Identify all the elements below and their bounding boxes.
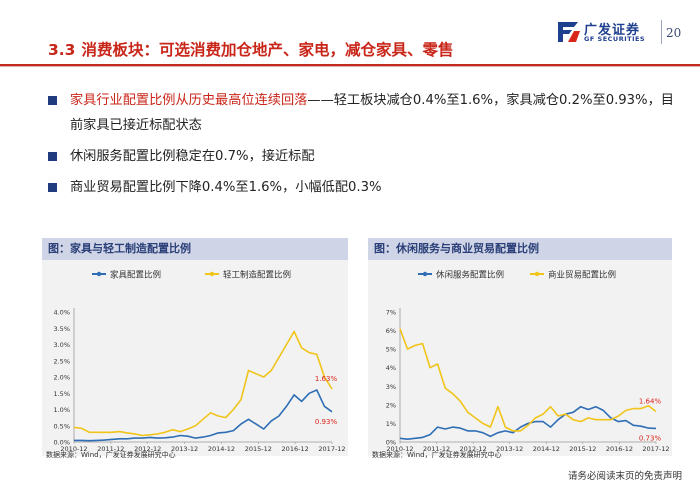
y-tick-label: 2% — [386, 401, 396, 409]
bullet-text: 商业贸易配置比例下降0.4%至1.6%，小幅低配0.3% — [70, 180, 382, 195]
x-tick-label: 2012-12 — [134, 445, 161, 453]
y-tick-label: 2.5% — [53, 357, 70, 365]
x-tick-label: 2010-12 — [386, 445, 413, 453]
y-tick-label: 3.5% — [53, 325, 70, 333]
page-number: 20 — [666, 26, 682, 40]
legend-label: 休闲服务配置比例 — [436, 270, 504, 281]
y-tick-label: 6% — [386, 327, 396, 335]
chart-panel-furniture: 图：家具与轻工制造配置比例 家具配置比例 轻工制造配置比例 0.0% 0.5% 1.0%… — [42, 238, 348, 456]
x-tick-label: 2012-12 — [460, 445, 487, 453]
x-tick-label: 2011-12 — [423, 445, 450, 453]
series-line — [399, 328, 657, 432]
y-tick-label: 4.0% — [53, 309, 70, 317]
header-rule-light — [0, 66, 700, 67]
legend-label: 家具配置比例 — [110, 270, 161, 281]
slide-header: 3.3 消费板块：可选消费加仓地产、家电，减仓家具、零售 广发证券 GF SECU… — [0, 0, 700, 70]
x-tick-label: 2016-12 — [606, 445, 633, 453]
series-line — [399, 405, 657, 440]
x-tick-label: 2015-12 — [569, 445, 596, 453]
y-tick-label: 1.0% — [53, 406, 70, 414]
y-tick-label: 5% — [386, 346, 396, 354]
chart-source: 数据来源：Wind，广发证券发展研究中心 — [46, 451, 176, 459]
y-tick-label: 3% — [386, 383, 396, 391]
header-rule — [0, 64, 700, 66]
y-tick-label: 7% — [386, 309, 396, 317]
x-tick-label: 2017-12 — [318, 445, 345, 453]
bullet-item: 家具行业配置比例从历史最高位连续回落——轻工板块减仓0.4%至1.6%，家具减仓… — [48, 88, 678, 138]
y-tick-label: 0.0% — [53, 439, 70, 447]
section-number: 3.3 — [48, 41, 76, 59]
slide-title: 3.3 消费板块：可选消费加仓地产、家电，减仓家具、零售 — [48, 38, 453, 60]
chart-title: 图：家具与轻工制造配置比例 — [42, 238, 348, 260]
bullet-square-icon — [48, 96, 57, 105]
logo-text-cn: 广发证券 — [584, 23, 641, 38]
disclaimer-footer: 请务必阅读末页的免责声明 — [567, 471, 682, 482]
bullet-text: ——轻工板块减仓0.4%至1.6%，家具减仓0.2%至0.93%，目前家具已接近… — [70, 93, 674, 133]
x-tick-label: 2014-12 — [208, 445, 235, 453]
x-tick-label: 2011-12 — [97, 445, 124, 453]
y-tick-label: 4% — [386, 364, 396, 372]
y-tick-label: 2.0% — [53, 374, 70, 382]
y-tick-label: 3.0% — [53, 341, 70, 349]
chart-furniture-light-industry: 家具配置比例 轻工制造配置比例 0.0% 0.5% 1.0% 1.5% 2.0% 2.5% 3.… — [53, 270, 345, 454]
bullet-square-icon — [48, 152, 57, 161]
bullet-highlight: 家具行业配置比例从历史最高位连续回落 — [70, 93, 308, 108]
x-tick-label: 2010-12 — [60, 445, 87, 453]
chart-panel-leisure: 图：休闲服务与商业贸易配置比例 休闲服务配置比例 商业贸易配置比例 0% 1% 2% 3%… — [368, 238, 672, 456]
x-tick-label: 2013-12 — [171, 445, 198, 453]
y-tick-label: 1.5% — [53, 390, 70, 398]
x-tick-label: 2017-12 — [642, 445, 669, 453]
legend-marker — [534, 271, 540, 277]
chart-title: 图：休闲服务与商业贸易配置比例 — [368, 238, 672, 260]
legend-marker — [96, 271, 102, 277]
x-tick-label: 2016-12 — [282, 445, 309, 453]
logo-text-en: GF SECURITIES — [584, 35, 646, 43]
company-logo: 广发证券 GF SECURITIES — [554, 18, 658, 48]
title-text: 消费板块：可选消费加仓地产、家电，减仓家具、零售 — [81, 41, 454, 59]
series-line — [74, 389, 333, 442]
legend-marker — [422, 271, 428, 277]
x-tick-label: 2013-12 — [496, 445, 523, 453]
bullet-list: 家具行业配置比例从历史最高位连续回落——轻工板块减仓0.4%至1.6%，家具减仓… — [48, 88, 678, 200]
header-divider — [661, 20, 662, 44]
gf-logo-icon — [558, 22, 580, 42]
legend-label: 轻工制造配置比例 — [223, 270, 291, 281]
chart-leisure-commerce: 休闲服务配置比例 商业贸易配置比例 0% 1% 2% 3% 4% 5% 6% 7% 2010-12 2… — [386, 270, 670, 454]
x-tick-label: 2015-12 — [245, 445, 272, 453]
y-tick-label: 0.5% — [53, 422, 70, 430]
y-tick-label: 0% — [386, 439, 396, 447]
x-tick-label: 2014-12 — [533, 445, 560, 453]
end-value-label: 1.64% — [639, 398, 662, 406]
end-value-label: 0.93% — [315, 418, 338, 426]
bullet-item: 休闲服务配置比例稳定在0.7%，接近标配 — [48, 144, 678, 169]
end-value-label: 0.73% — [639, 434, 662, 442]
series-line — [73, 330, 333, 437]
end-value-label: 1.63% — [315, 375, 338, 383]
bullet-text: 休闲服务配置比例稳定在0.7%，接近标配 — [70, 149, 315, 164]
legend-label: 商业贸易配置比例 — [548, 270, 616, 281]
chart-source: 数据来源：Wind，广发证券发展研究中心 — [372, 451, 502, 459]
legend-marker — [209, 271, 215, 277]
bullet-square-icon — [48, 183, 57, 192]
bullet-item: 商业贸易配置比例下降0.4%至1.6%，小幅低配0.3% — [48, 175, 678, 200]
y-tick-label: 1% — [386, 420, 396, 428]
